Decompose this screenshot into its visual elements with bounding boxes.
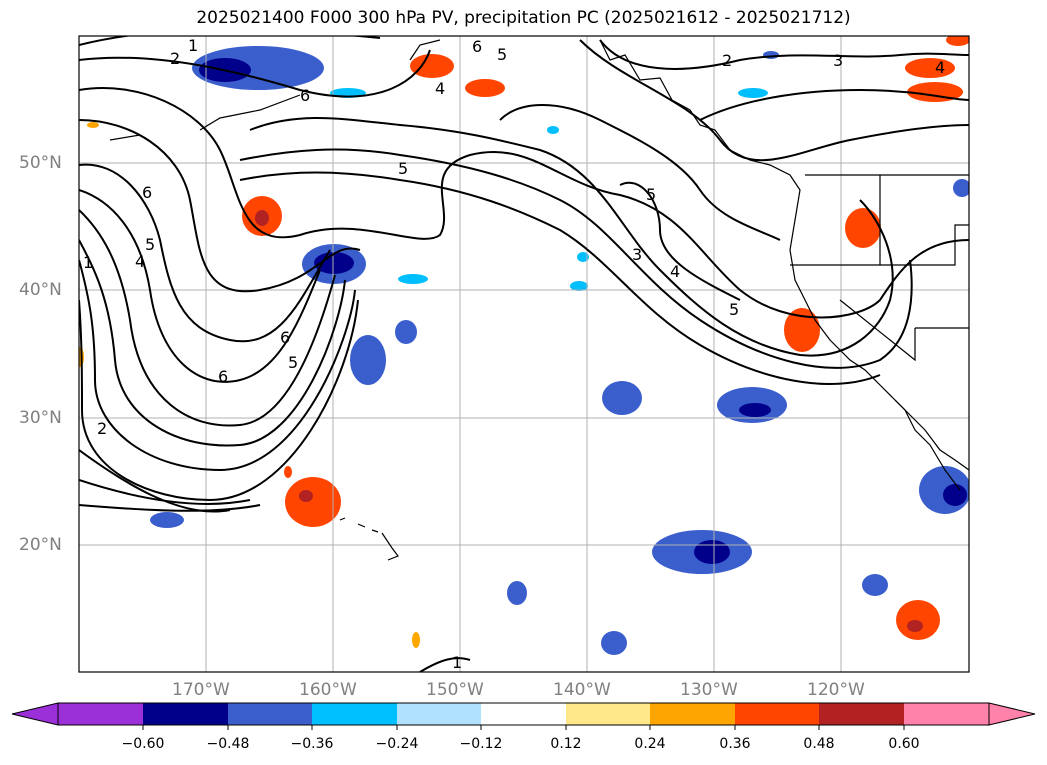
lon-label-120w: 120°W xyxy=(807,680,865,700)
precip-pos-core xyxy=(907,620,923,632)
lat-label-40n: 40°N xyxy=(19,280,62,300)
precip-neg xyxy=(602,381,642,415)
colorbar-tick-label: −0.12 xyxy=(459,736,503,752)
precip-neg-light xyxy=(577,252,589,262)
precip-neg-core xyxy=(694,540,730,564)
colorbar-swatch xyxy=(228,703,312,725)
contour-label: 5 xyxy=(497,45,507,64)
contour-label: 3 xyxy=(833,51,843,70)
map-title: 2025021400 F000 300 hPa PV, precipitatio… xyxy=(196,8,851,28)
colorbar-tick-label: 0.24 xyxy=(634,736,666,752)
precip-neg-core xyxy=(739,403,771,417)
contour-label: 6 xyxy=(218,367,228,386)
contour-label: 6 xyxy=(142,183,152,202)
precip-neg-light xyxy=(398,274,428,284)
lat-label-50n: 50°N xyxy=(19,153,62,173)
contour-label: 1 xyxy=(452,653,462,672)
contour-label: 2 xyxy=(97,419,107,438)
precip-pos-light xyxy=(79,347,84,367)
contour-label: 5 xyxy=(145,235,155,254)
precip-pos-light xyxy=(412,632,420,648)
precip-neg-core xyxy=(314,252,354,274)
precip-pos xyxy=(896,600,940,640)
colorbar-swatch xyxy=(735,703,819,725)
colorbar-swatch xyxy=(904,703,989,725)
precip-pos xyxy=(465,79,505,97)
map-frame xyxy=(78,35,970,673)
contour-label: 4 xyxy=(435,79,445,98)
contour-label: 3 xyxy=(632,245,642,264)
coastlines xyxy=(109,39,969,561)
gridlines xyxy=(79,36,969,672)
lat-label-30n: 30°N xyxy=(19,408,62,428)
precip-pos-light xyxy=(87,122,99,128)
contour-label: 6 xyxy=(280,328,290,347)
lon-label-140w: 140°W xyxy=(553,680,611,700)
contour-labels: 1 2 6 5 4 1 6 5 6 5 6 2 5 4 2 3 4 5 3 4 … xyxy=(83,36,945,672)
precip-neg xyxy=(601,631,627,655)
colorbar-extend-max xyxy=(988,702,1036,726)
precip-neg xyxy=(953,179,969,197)
colorbar-swatch xyxy=(819,703,904,725)
colorbar-tick-label: 0.60 xyxy=(888,736,920,752)
contour-label: 2 xyxy=(170,49,180,68)
colorbar-tick-label: −0.24 xyxy=(375,736,419,752)
precip-pos xyxy=(905,58,955,78)
precip-neg-light xyxy=(738,88,768,98)
colorbar-tick-label: −0.60 xyxy=(121,736,165,752)
precip-neg-light xyxy=(547,126,559,134)
colorbar-swatch xyxy=(566,703,650,725)
precip-pos xyxy=(784,308,820,352)
precip-pos xyxy=(284,466,292,478)
precip-neg-core xyxy=(943,484,967,506)
contour-label: 6 xyxy=(300,86,310,105)
colorbar-extend-min xyxy=(11,702,59,726)
precip-neg xyxy=(862,574,888,596)
contour-label: 1 xyxy=(188,36,198,55)
contour-label: 4 xyxy=(135,252,145,271)
precip-pos xyxy=(410,54,454,78)
lat-label-20n: 20°N xyxy=(19,535,62,555)
contour-label: 5 xyxy=(398,159,408,178)
precip-neg xyxy=(507,581,527,605)
lon-label-170w: 170°W xyxy=(172,680,230,700)
contour-label: 5 xyxy=(646,185,656,204)
precip-pos xyxy=(946,36,969,46)
lon-label-150w: 150°W xyxy=(426,680,484,700)
precip-neg xyxy=(395,320,417,344)
lon-label-130w: 130°W xyxy=(680,680,738,700)
colorbar-tick-label: 0.36 xyxy=(719,736,751,752)
contour-label: 4 xyxy=(935,58,945,77)
contour-label: 1 xyxy=(83,253,93,272)
colorbar-swatch xyxy=(397,703,481,725)
precip-pos xyxy=(285,477,341,527)
precip-neg xyxy=(150,512,184,528)
colorbar-swatch xyxy=(143,703,228,725)
contour-label: 5 xyxy=(288,353,298,372)
precip-neg xyxy=(350,335,386,385)
precip-pos-core xyxy=(299,490,313,502)
colorbar-swatch xyxy=(481,703,566,725)
colorbar-tick-label: 0.12 xyxy=(550,736,582,752)
colorbar-tick-label: 0.48 xyxy=(803,736,835,752)
colorbar-swatch xyxy=(650,703,735,725)
precip-pos xyxy=(845,208,881,248)
contour-label: 2 xyxy=(722,51,732,70)
pv-contours xyxy=(79,36,969,672)
colorbar-swatch xyxy=(58,703,143,725)
lon-label-160w: 160°W xyxy=(299,680,357,700)
contour-label: 4 xyxy=(670,262,680,281)
precip-neg-light xyxy=(570,281,588,291)
colorbar-swatch xyxy=(312,703,397,725)
contour-label: 5 xyxy=(729,300,739,319)
colorbar-tick-label: −0.36 xyxy=(290,736,334,752)
contour-label: 6 xyxy=(472,37,482,56)
precip-fills xyxy=(79,36,969,655)
precip-pos-core xyxy=(255,210,269,226)
colorbar xyxy=(11,702,1036,730)
colorbar-tick-label: −0.48 xyxy=(206,736,250,752)
